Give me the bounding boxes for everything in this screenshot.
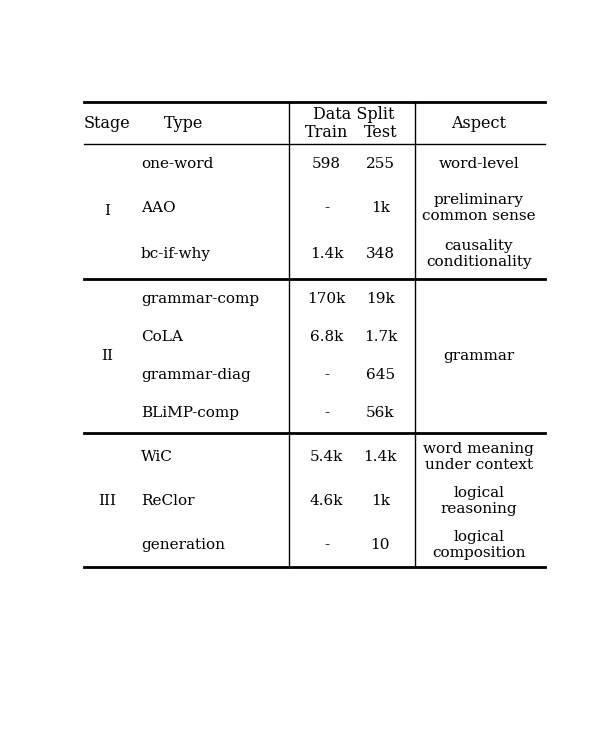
Text: Data Split: Data Split — [313, 106, 394, 123]
Text: bc-if-why: bc-if-why — [141, 247, 211, 261]
Text: 6.8k: 6.8k — [310, 330, 343, 344]
Text: 1k: 1k — [371, 494, 390, 508]
Text: grammar: grammar — [443, 349, 515, 363]
Text: word meaning
under context: word meaning under context — [424, 442, 534, 472]
Text: grammar-diag: grammar-diag — [141, 368, 251, 382]
Text: logical
reasoning: logical reasoning — [440, 486, 517, 516]
Text: grammar-comp: grammar-comp — [141, 293, 259, 307]
Text: one-word: one-word — [141, 157, 213, 171]
Text: II: II — [101, 349, 113, 363]
Text: BLiMP-comp: BLiMP-comp — [141, 406, 239, 419]
Text: 56k: 56k — [366, 406, 395, 419]
Text: 645: 645 — [366, 368, 395, 382]
Text: preliminary
common sense: preliminary common sense — [422, 193, 535, 223]
Text: 10: 10 — [371, 538, 390, 552]
Text: 1.7k: 1.7k — [363, 330, 397, 344]
Text: CoLA: CoLA — [141, 330, 183, 344]
Text: 1.4k: 1.4k — [363, 450, 397, 464]
Text: AAO: AAO — [141, 201, 176, 215]
Text: logical
composition: logical composition — [432, 530, 526, 560]
Text: -: - — [324, 538, 329, 552]
Text: causality
conditionality: causality conditionality — [426, 239, 532, 269]
Text: WiC: WiC — [141, 450, 173, 464]
Text: 4.6k: 4.6k — [310, 494, 343, 508]
Text: Train: Train — [305, 124, 348, 141]
Text: 1.4k: 1.4k — [310, 247, 343, 261]
Text: 1k: 1k — [371, 201, 390, 215]
Text: 348: 348 — [366, 247, 395, 261]
Text: word-level: word-level — [438, 157, 519, 171]
Text: generation: generation — [141, 538, 225, 552]
Text: -: - — [324, 368, 329, 382]
Text: -: - — [324, 201, 329, 215]
Text: I: I — [104, 203, 110, 217]
Text: 255: 255 — [366, 157, 395, 171]
Text: 19k: 19k — [366, 293, 395, 307]
Text: 598: 598 — [312, 157, 341, 171]
Text: 170k: 170k — [308, 293, 346, 307]
Text: 5.4k: 5.4k — [310, 450, 343, 464]
Text: Aspect: Aspect — [451, 115, 507, 132]
Text: Type: Type — [164, 115, 203, 132]
Text: III: III — [98, 494, 115, 508]
Text: Stage: Stage — [84, 115, 130, 132]
Text: ReClor: ReClor — [141, 494, 195, 508]
Text: -: - — [324, 406, 329, 419]
Text: Test: Test — [363, 124, 397, 141]
